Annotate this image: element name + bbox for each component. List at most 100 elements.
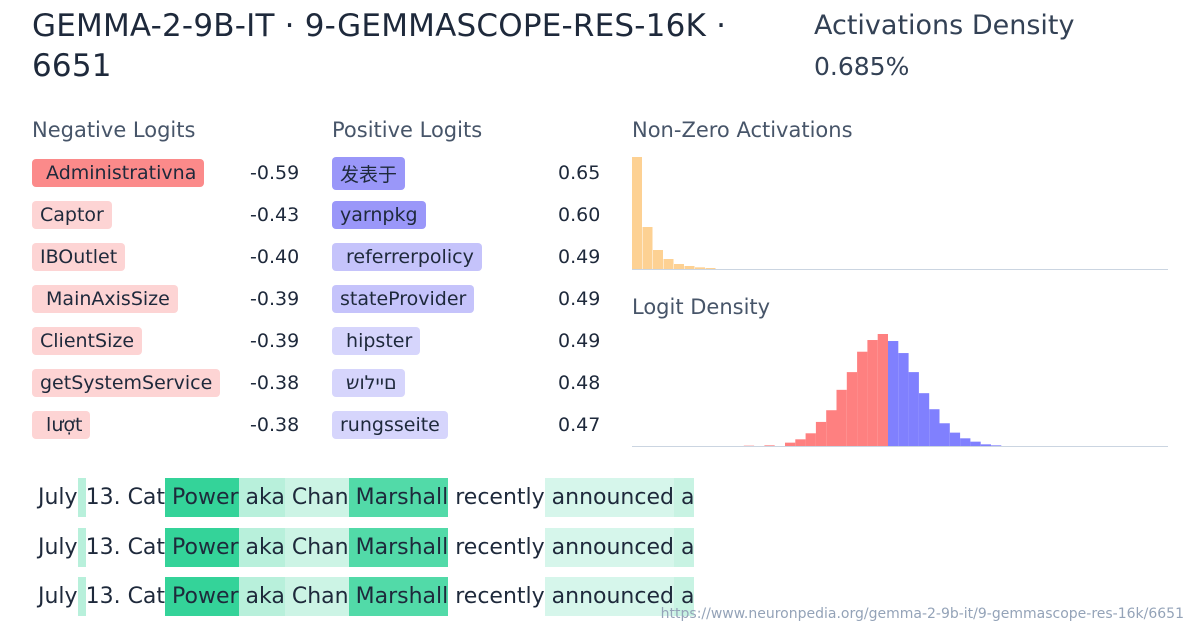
activation-bar	[663, 259, 674, 269]
example-token: Chan	[284, 577, 349, 616]
logit-token: referrerpolicy	[332, 243, 482, 271]
logit-value: -0.40	[250, 246, 300, 268]
activation-bar	[705, 268, 716, 269]
logit-value: 0.60	[558, 204, 601, 226]
example-token: Power	[165, 478, 239, 517]
positive-logit-bar	[918, 393, 930, 446]
negative-logits-row: Captor	[32, 198, 112, 232]
example-token	[77, 478, 86, 517]
activation-example[interactable]: July 13. Cat Power aka Chan Marshall rec…	[38, 478, 695, 517]
positive-logit-bar	[939, 423, 950, 446]
positive-logit-bar	[888, 341, 899, 446]
example-token: July	[38, 584, 78, 609]
example-token: July	[38, 485, 78, 510]
example-token: announced	[544, 577, 674, 616]
positive-logit-bar	[949, 432, 961, 446]
negative-logits-row: Administrativna	[32, 156, 205, 190]
example-token: 13.	[85, 584, 121, 609]
logit-value: -0.38	[250, 372, 300, 394]
logit-value: 0.49	[558, 288, 601, 310]
positive-logit-bar	[908, 372, 919, 446]
example-token: 13.	[85, 485, 121, 510]
logit-token: IBOutlet	[32, 243, 126, 271]
positive-logit-bar	[980, 444, 991, 446]
feature-title: GEMMA-2-9B-IT · 9-GEMMASCOPE-RES-16K · 6…	[32, 8, 727, 84]
example-token: Power	[165, 577, 239, 616]
example-token: announced	[544, 527, 674, 567]
negative-logits-title: Negative Logits	[32, 118, 196, 142]
negative-logits-row: ClientSize	[32, 324, 143, 358]
logit-token: getSystemService	[32, 369, 221, 397]
positive-logit-bar	[960, 438, 971, 446]
logit-density-histogram	[743, 334, 1002, 446]
logit-density-axis	[632, 446, 1168, 447]
example-token	[77, 577, 86, 616]
activations-density-label: Activations Density	[814, 10, 1075, 41]
logit-value: -0.59	[250, 162, 300, 184]
example-token: July	[38, 534, 78, 560]
logit-value: -0.39	[250, 330, 300, 352]
negative-logit-bar	[815, 421, 827, 446]
activation-example[interactable]: July 13. Cat Power aka Chan Marshall rec…	[38, 527, 695, 567]
positive-logits-row: stateProvider	[332, 282, 475, 316]
example-token: Marshall	[348, 527, 449, 567]
example-token: Chan	[284, 527, 349, 567]
positive-logits-row: referrerpolicy	[332, 240, 482, 274]
activation-example[interactable]: July 13. Cat Power aka Chan Marshall rec…	[38, 577, 695, 616]
example-token: a	[673, 478, 695, 517]
positive-logit-bar	[970, 441, 981, 446]
example-token	[77, 527, 86, 567]
negative-logit-bar	[764, 445, 775, 446]
example-token: Cat	[120, 485, 166, 510]
example-token: aka	[238, 478, 285, 517]
logit-value: 0.48	[558, 372, 601, 394]
logit-value: 0.47	[558, 414, 601, 436]
positive-logit-bar	[991, 445, 1002, 446]
logit-token: hipster	[332, 327, 421, 355]
example-token: aka	[238, 577, 285, 616]
logit-token: םיילוש	[332, 369, 405, 397]
example-token: a	[673, 577, 695, 616]
example-token: recently	[448, 485, 545, 510]
negative-logits-row: IBOutlet	[32, 240, 126, 274]
example-token: Power	[165, 527, 239, 567]
negative-logit-bar	[846, 372, 858, 446]
logit-token: rungsseite	[332, 411, 448, 439]
activation-bar	[632, 157, 642, 269]
negative-logits-row: lượt	[32, 408, 91, 442]
activation-bar	[653, 250, 663, 269]
positive-logits-row: rungsseite	[332, 408, 448, 442]
positive-logit-bar	[929, 409, 940, 446]
example-token: announced	[544, 478, 674, 517]
activation-bar	[684, 266, 695, 269]
negative-logit-bar	[857, 351, 868, 446]
example-token: Cat	[120, 584, 166, 609]
positive-logits-title: Positive Logits	[332, 118, 483, 142]
positive-logits-row: hipster	[332, 324, 421, 358]
positive-logit-bar	[898, 353, 909, 446]
activations-histogram	[632, 157, 716, 269]
example-token: aka	[238, 527, 285, 567]
source-url[interactable]: https://www.neuronpedia.org/gemma-2-9b-i…	[660, 606, 1184, 622]
negative-logit-bar	[877, 334, 888, 446]
activation-bar	[674, 264, 684, 269]
activations-chart-title: Non-Zero Activations	[632, 118, 853, 142]
logit-value: -0.43	[250, 204, 300, 226]
logit-value: 0.49	[558, 246, 601, 268]
logit-token: yarnpkg	[332, 201, 426, 229]
example-token: Chan	[284, 478, 349, 517]
logit-density-title: Logit Density	[632, 295, 771, 319]
example-token: Marshall	[348, 577, 449, 616]
example-token: recently	[448, 534, 545, 560]
activations-density-value: 0.685%	[814, 52, 910, 81]
negative-logit-bar	[836, 389, 847, 446]
example-token: Cat	[120, 534, 166, 560]
negative-logit-bar	[826, 410, 837, 446]
logit-value: -0.38	[250, 414, 300, 436]
negative-logits-row: getSystemService	[32, 366, 221, 400]
logit-token: stateProvider	[332, 285, 475, 313]
example-token: a	[673, 527, 695, 567]
logit-token: Administrativna	[32, 159, 205, 187]
activation-bar	[642, 227, 653, 269]
logit-token: Captor	[32, 201, 112, 229]
